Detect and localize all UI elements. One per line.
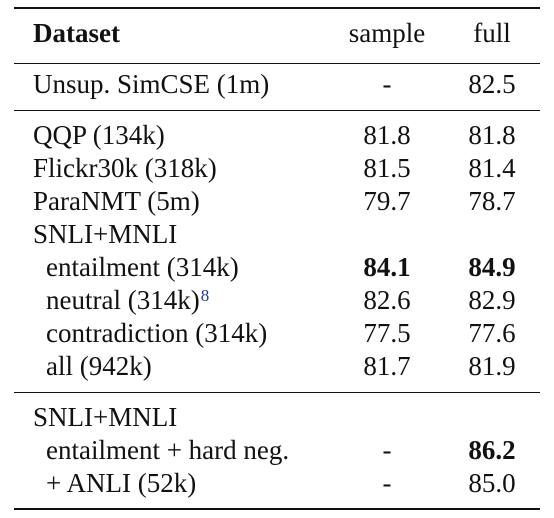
table-row: neutral (314k)8 82.6 82.9 — [0, 284, 554, 316]
row-label: ParaNMT (5m) — [33, 186, 200, 216]
table-row: Unsup. SimCSE (1m) - 82.5 — [0, 68, 554, 100]
row-sample: 81.7 — [363, 351, 411, 381]
row-label: all (942k) — [46, 351, 152, 381]
row-full: 84.9 — [468, 252, 516, 282]
row-label: neutral (314k)8 — [46, 284, 209, 316]
table-row: SNLI+MNLI — [0, 401, 554, 433]
row-sample: 77.5 — [363, 318, 411, 348]
row-label: entailment + hard neg. — [46, 435, 290, 465]
bottom-rule — [14, 508, 540, 510]
row-sample: 81.8 — [363, 120, 411, 150]
table-row: ParaNMT (5m) 79.7 78.7 — [0, 185, 554, 217]
row-label: Unsup. SimCSE (1m) — [33, 69, 270, 99]
row-full: 82.9 — [468, 285, 516, 315]
row-label: contradiction (314k) — [46, 318, 268, 348]
row-sample: 84.1 — [363, 252, 411, 282]
top-rule — [14, 7, 540, 9]
row-full: 85.0 — [468, 468, 516, 498]
row-label: SNLI+MNLI — [33, 402, 178, 432]
row-label: entailment (314k) — [46, 252, 239, 282]
table-row: SNLI+MNLI — [0, 218, 554, 250]
row-label: SNLI+MNLI — [33, 219, 178, 249]
row-sample: 79.7 — [363, 186, 411, 216]
row-sample: - — [382, 468, 392, 498]
table-row: Flickr30k (318k) 81.5 81.4 — [0, 152, 554, 184]
row-sample: - — [382, 69, 392, 99]
row-sample: - — [382, 435, 392, 465]
header-dataset: Dataset — [33, 18, 120, 48]
row-label: Flickr30k (318k) — [33, 153, 217, 183]
header-row: Dataset sample full — [0, 17, 554, 49]
table-row: all (942k) 81.7 81.9 — [0, 350, 554, 382]
header-sample: sample — [348, 18, 426, 48]
row-full: 81.8 — [468, 120, 516, 150]
row-label-text: neutral (314k) — [46, 285, 200, 315]
row-full: 81.4 — [468, 153, 516, 183]
row-full: 86.2 — [468, 435, 516, 465]
row-full: 82.5 — [468, 69, 516, 99]
row-full: 77.6 — [468, 318, 516, 348]
table-row: contradiction (314k) 77.5 77.6 — [0, 317, 554, 349]
row-sample: 82.6 — [363, 285, 411, 315]
table-row: entailment (314k) 84.1 84.9 — [0, 251, 554, 283]
table-row: + ANLI (52k) - 85.0 — [0, 467, 554, 499]
row-full: 78.7 — [468, 186, 516, 216]
header-full: full — [473, 18, 511, 48]
row-label: + ANLI (52k) — [46, 468, 197, 498]
group-rule — [14, 110, 540, 111]
header-rule — [14, 63, 540, 64]
row-label: QQP (134k) — [33, 120, 165, 150]
row-sample: 81.5 — [363, 153, 411, 183]
table-row: entailment + hard neg. - 86.2 — [0, 434, 554, 466]
row-full: 81.9 — [468, 351, 516, 381]
table-row: QQP (134k) 81.8 81.8 — [0, 119, 554, 151]
group-rule — [14, 392, 540, 393]
footnote-mark[interactable]: 8 — [200, 286, 210, 305]
